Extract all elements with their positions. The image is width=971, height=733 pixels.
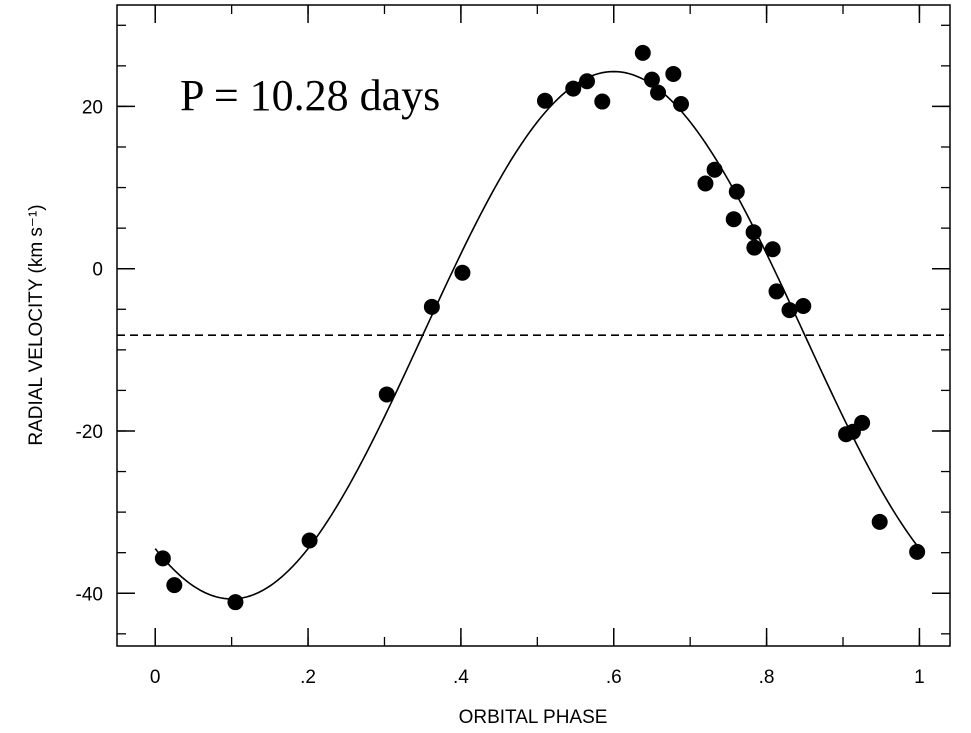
x-tick-label: .4 [453,667,469,688]
data-point [725,211,742,228]
x-tick-labels: 0 .2 .4 .6 .8 1 [150,667,925,688]
data-point [634,44,651,61]
plot-frame [116,4,951,647]
data-point [565,80,582,97]
data-point [154,550,171,567]
data-points [154,44,926,611]
x-tick-label: .2 [300,667,316,688]
major-ticks [117,5,950,646]
x-axis-label: ORBITAL PHASE [459,707,608,728]
data-point [166,577,183,594]
data-point [768,283,785,300]
y-tick-labels: -40 -20 0 20 [76,97,103,605]
x-tick-label: 1 [914,667,925,688]
data-point [536,92,553,109]
data-point [301,532,318,549]
data-point [706,161,723,178]
y-axis-label: RADIAL VELOCITY (km s⁻¹) [26,204,47,445]
x-tick-label: 0 [150,667,161,688]
y-tick-label: -20 [76,422,103,443]
data-point [650,84,667,101]
data-point [746,239,763,256]
y-tick-label: 0 [92,260,103,281]
data-point [665,65,682,82]
data-point [643,71,660,88]
data-point [854,414,871,431]
data-point [728,183,745,200]
data-point [672,95,689,112]
data-point [745,224,762,241]
x-tick-label: .6 [606,667,622,688]
data-point [871,513,888,530]
data-point [764,241,781,258]
data-point [697,175,714,192]
data-point [423,298,440,315]
y-tick-label: -40 [76,584,103,605]
data-point [454,264,471,281]
data-point [578,73,595,90]
x-tick-label: .8 [759,667,775,688]
data-point [795,298,812,315]
period-annotation: P = 10.28 days [180,71,440,120]
data-point [227,594,244,611]
data-point [594,93,611,110]
data-point [378,386,395,403]
data-point [781,302,798,319]
data-point [909,543,926,560]
y-tick-label: 20 [82,97,103,118]
